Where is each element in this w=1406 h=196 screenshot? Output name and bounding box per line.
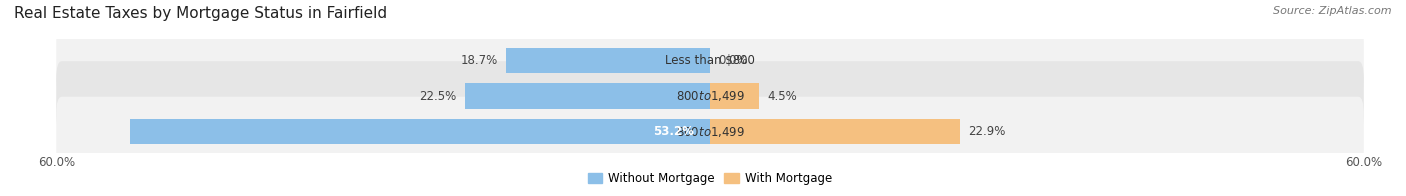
Text: 22.9%: 22.9% (969, 125, 1005, 138)
FancyBboxPatch shape (56, 61, 1364, 131)
Bar (131, 119, 710, 144)
Bar (465, 83, 710, 109)
Text: 53.2%: 53.2% (652, 125, 693, 138)
Text: 0.0%: 0.0% (718, 54, 748, 67)
Text: 18.7%: 18.7% (460, 54, 498, 67)
FancyBboxPatch shape (56, 26, 1364, 95)
Text: Real Estate Taxes by Mortgage Status in Fairfield: Real Estate Taxes by Mortgage Status in … (14, 6, 387, 21)
Bar (710, 83, 759, 109)
Legend: Without Mortgage, With Mortgage: Without Mortgage, With Mortgage (583, 168, 837, 190)
Text: $800 to $1,499: $800 to $1,499 (675, 125, 745, 139)
Text: Source: ZipAtlas.com: Source: ZipAtlas.com (1274, 6, 1392, 16)
Text: 22.5%: 22.5% (419, 90, 456, 103)
Text: Less than $800: Less than $800 (665, 54, 755, 67)
Text: 4.5%: 4.5% (768, 90, 797, 103)
Bar (710, 119, 959, 144)
Bar (506, 48, 710, 73)
Text: $800 to $1,499: $800 to $1,499 (675, 89, 745, 103)
FancyBboxPatch shape (56, 97, 1364, 166)
